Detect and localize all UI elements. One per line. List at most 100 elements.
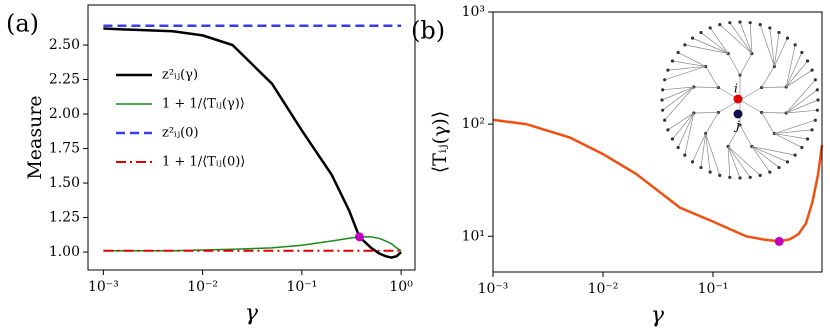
network-node <box>800 50 804 55</box>
network-edge <box>719 24 753 54</box>
network-edge <box>761 112 775 134</box>
x-axis-label: γ <box>651 303 665 328</box>
network-node-j <box>733 109 743 119</box>
network-edge <box>751 146 771 173</box>
node-label: i <box>734 82 738 96</box>
network-edge <box>774 133 803 148</box>
network-edge <box>739 87 762 101</box>
network-edge <box>709 27 729 54</box>
network-node <box>768 170 772 174</box>
network-node <box>670 137 675 141</box>
x-tick-label: 10⁻² <box>588 281 619 297</box>
network-node <box>728 175 732 179</box>
network-edge <box>677 52 706 67</box>
network-edge <box>727 146 731 178</box>
network-edge <box>664 86 695 121</box>
network-edge <box>667 66 706 71</box>
network-node <box>768 26 772 30</box>
network-edge <box>700 133 707 168</box>
network-edge <box>785 79 816 114</box>
y-tick-label: 10² <box>462 116 485 132</box>
network-node-i <box>733 94 743 104</box>
network-node <box>738 20 742 24</box>
network-edge <box>749 22 753 54</box>
network-node <box>708 26 712 30</box>
network-edge <box>705 66 719 88</box>
network-node <box>805 137 810 141</box>
network-edge <box>677 112 695 148</box>
network-edge <box>786 99 819 114</box>
network-edge <box>705 133 721 176</box>
network-edge <box>705 133 711 173</box>
network-node <box>666 128 670 132</box>
network-edge <box>705 112 719 134</box>
network-edge <box>761 66 775 88</box>
network-node <box>699 165 703 170</box>
network-node <box>683 153 687 157</box>
network-edge <box>739 53 753 76</box>
network-node <box>683 43 687 47</box>
network-node <box>815 88 819 92</box>
network-edge <box>785 60 808 88</box>
data-line <box>492 118 824 243</box>
network-edge <box>774 129 813 134</box>
network-node <box>813 78 817 82</box>
network-edge <box>786 89 818 114</box>
network-edge <box>662 86 694 91</box>
network-node <box>661 108 665 112</box>
network-node <box>738 176 742 180</box>
network-edge <box>785 52 803 88</box>
network-edge <box>684 112 695 156</box>
x-tick-label: 10⁻¹ <box>286 279 317 295</box>
network-node <box>810 68 814 72</box>
network-edge <box>739 124 753 147</box>
network-node <box>785 160 790 164</box>
network-edge <box>774 37 788 67</box>
network-node <box>708 170 712 174</box>
network-edge <box>774 119 816 134</box>
network-edge <box>774 133 808 140</box>
x-tick-label: 10⁻¹ <box>698 281 729 297</box>
network-node <box>666 68 670 72</box>
network-edge <box>672 112 695 140</box>
highlight-point <box>774 236 784 246</box>
x-tick-label: 10⁰ <box>389 279 413 295</box>
network-edge <box>759 24 775 67</box>
network-edge <box>684 44 729 54</box>
network-node <box>793 43 797 47</box>
network-node <box>748 175 752 179</box>
y-tick-label: 1.25 <box>49 210 80 226</box>
network-edge <box>751 146 780 168</box>
y-tick-label: 2.25 <box>49 72 80 88</box>
network-edge <box>739 99 762 113</box>
panel-label: (b) <box>411 17 445 45</box>
node-label: j <box>733 119 740 133</box>
network-edge <box>769 27 775 67</box>
panel: 10⁻³ 10⁻² 10⁻¹ 10⁰ 1.00 1.25 1.50 1.75 2.00 2.25 2… <box>6 4 416 326</box>
y-tick-label: 2.00 <box>49 106 80 122</box>
network-node <box>663 78 667 82</box>
network-node <box>699 30 703 35</box>
network-node <box>777 30 781 35</box>
network-edge <box>727 53 741 76</box>
network-node <box>748 21 752 25</box>
y-axis-label: ⟨Tᵢⱼ(γ)⟩ <box>429 111 451 174</box>
highlight-point <box>354 232 364 242</box>
network-node <box>728 21 732 25</box>
network-node <box>690 160 695 164</box>
network-edge <box>786 69 813 88</box>
network-edge <box>727 146 751 178</box>
x-tick-label: 10⁻² <box>187 279 218 295</box>
network-edge <box>785 44 796 88</box>
data-line <box>103 27 402 259</box>
network-node <box>670 59 675 63</box>
network-node <box>815 108 819 112</box>
x-axis-label: γ <box>245 301 259 326</box>
network-edge <box>727 146 761 176</box>
network-node <box>663 118 667 122</box>
network-edge <box>739 21 753 54</box>
network-node <box>676 145 680 150</box>
network-edge <box>727 146 741 179</box>
network-node <box>660 98 664 102</box>
